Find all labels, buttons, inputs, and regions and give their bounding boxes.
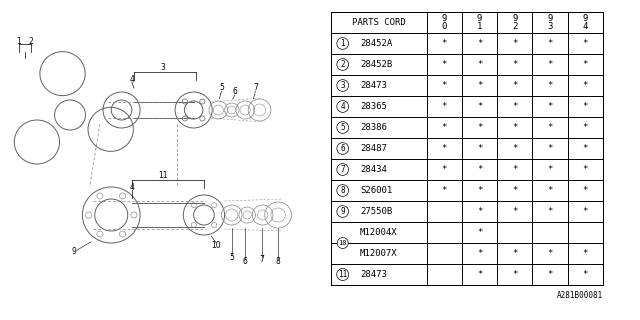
Text: *: *	[442, 81, 447, 90]
Text: 6: 6	[340, 144, 345, 153]
Text: 5: 5	[219, 84, 224, 92]
Text: *: *	[442, 39, 447, 48]
Text: *: *	[582, 102, 588, 111]
Text: 9
2: 9 2	[512, 14, 518, 31]
Text: 2: 2	[29, 37, 33, 46]
Text: *: *	[442, 60, 447, 69]
Text: 3: 3	[340, 81, 345, 90]
Text: 28473: 28473	[360, 81, 387, 90]
Text: *: *	[582, 60, 588, 69]
Text: 27550B: 27550B	[360, 207, 392, 216]
Text: *: *	[477, 102, 483, 111]
Text: *: *	[477, 186, 483, 195]
Text: 1: 1	[16, 37, 21, 46]
Text: 9: 9	[72, 247, 77, 257]
Text: *: *	[442, 144, 447, 153]
Text: *: *	[477, 123, 483, 132]
Text: *: *	[442, 102, 447, 111]
Text: *: *	[582, 39, 588, 48]
Text: *: *	[582, 207, 588, 216]
Text: M12004X: M12004X	[360, 228, 397, 237]
Text: *: *	[582, 249, 588, 258]
Text: *: *	[582, 123, 588, 132]
Text: 10: 10	[211, 241, 221, 250]
Text: *: *	[512, 207, 518, 216]
Text: *: *	[477, 81, 483, 90]
Text: 1: 1	[340, 39, 345, 48]
Bar	[332, 12, 603, 285]
Text: 8: 8	[340, 186, 345, 195]
Text: *: *	[547, 249, 553, 258]
Text: *: *	[512, 39, 518, 48]
Text: *: *	[477, 144, 483, 153]
Text: *: *	[512, 102, 518, 111]
Text: 11: 11	[338, 270, 348, 279]
Text: *: *	[512, 81, 518, 90]
Text: *: *	[477, 39, 483, 48]
Text: 11: 11	[158, 171, 168, 180]
Text: 28365: 28365	[360, 102, 387, 111]
Text: 28487: 28487	[360, 144, 387, 153]
Text: 7: 7	[340, 165, 345, 174]
Text: *: *	[547, 186, 553, 195]
Text: *: *	[582, 165, 588, 174]
Text: 28452B: 28452B	[360, 60, 392, 69]
Text: *: *	[582, 270, 588, 279]
Text: *: *	[477, 270, 483, 279]
Text: 28473: 28473	[360, 270, 387, 279]
Text: 28452A: 28452A	[360, 39, 392, 48]
Text: 5: 5	[229, 253, 234, 262]
Text: *: *	[547, 144, 553, 153]
Text: 4: 4	[129, 76, 134, 84]
Text: 8: 8	[276, 258, 280, 267]
Text: 2: 2	[340, 60, 345, 69]
Text: 9: 9	[340, 207, 345, 216]
Text: *: *	[547, 60, 553, 69]
Text: *: *	[547, 102, 553, 111]
Text: *: *	[512, 144, 518, 153]
Text: 10: 10	[339, 240, 347, 246]
Text: 7: 7	[253, 84, 258, 92]
Text: *: *	[442, 165, 447, 174]
Text: 28434: 28434	[360, 165, 387, 174]
Text: *: *	[582, 186, 588, 195]
Text: S26001: S26001	[360, 186, 392, 195]
Text: 5: 5	[340, 123, 345, 132]
Text: *: *	[477, 60, 483, 69]
Text: M12007X: M12007X	[360, 249, 397, 258]
Text: 7: 7	[259, 255, 264, 265]
Text: 3: 3	[160, 63, 165, 73]
Text: 4: 4	[340, 102, 345, 111]
Text: *: *	[547, 39, 553, 48]
Text: *: *	[512, 165, 518, 174]
Text: *: *	[442, 186, 447, 195]
Text: *: *	[547, 81, 553, 90]
Text: *: *	[512, 60, 518, 69]
Text: *: *	[512, 186, 518, 195]
Text: 9
0: 9 0	[442, 14, 447, 31]
Text: A281B00081: A281B00081	[557, 291, 603, 300]
Text: *: *	[512, 249, 518, 258]
Text: 9
3: 9 3	[547, 14, 553, 31]
Text: *: *	[547, 270, 553, 279]
Text: *: *	[582, 81, 588, 90]
Text: 9
1: 9 1	[477, 14, 483, 31]
Text: PARTS CORD: PARTS CORD	[352, 18, 406, 27]
Text: *: *	[477, 165, 483, 174]
Text: *: *	[477, 249, 483, 258]
Text: *: *	[512, 270, 518, 279]
Text: 4: 4	[129, 183, 134, 193]
Text: *: *	[582, 144, 588, 153]
Text: *: *	[477, 207, 483, 216]
Text: *: *	[512, 123, 518, 132]
Text: 9
4: 9 4	[582, 14, 588, 31]
Text: 6: 6	[243, 258, 248, 267]
Text: *: *	[442, 123, 447, 132]
Text: *: *	[547, 123, 553, 132]
Text: 28386: 28386	[360, 123, 387, 132]
Text: *: *	[547, 207, 553, 216]
Text: *: *	[547, 165, 553, 174]
Text: *: *	[477, 228, 483, 237]
Text: 6: 6	[232, 87, 237, 97]
